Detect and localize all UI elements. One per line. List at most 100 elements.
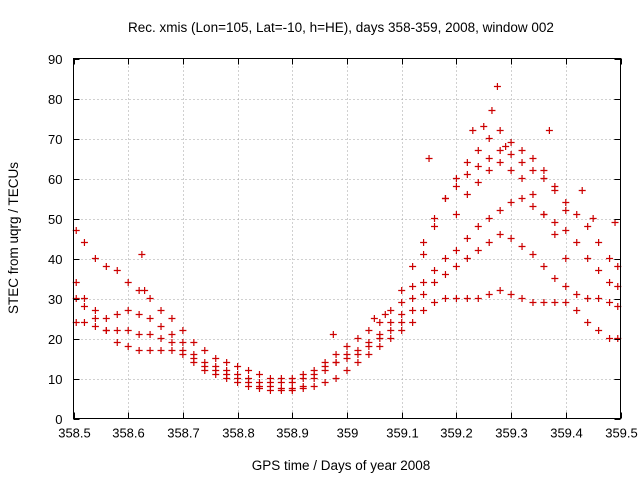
data-point [409, 319, 417, 326]
data-point [573, 239, 581, 246]
data-point [420, 307, 428, 314]
data-point [518, 295, 526, 302]
data-point [518, 159, 526, 166]
data-point [223, 359, 231, 366]
data-point [190, 351, 198, 358]
x-axis-label: GPS time / Days of year 2008 [252, 458, 431, 473]
data-point [518, 195, 526, 202]
data-point [354, 335, 362, 342]
data-point [562, 227, 570, 234]
data-point [488, 107, 496, 114]
data-point [343, 343, 351, 350]
data-point [409, 307, 417, 314]
data-point [540, 175, 548, 182]
data-point [452, 263, 460, 270]
data-point [485, 239, 493, 246]
y-axis-label: STEC from uqrg / TECUs [6, 162, 21, 314]
y-tick-label: 50 [48, 212, 62, 227]
data-point [266, 387, 274, 394]
data-point [463, 255, 471, 262]
data-point [441, 255, 449, 262]
data-point [146, 315, 154, 322]
data-point [102, 315, 110, 322]
data-points [72, 83, 622, 394]
data-point [573, 307, 581, 314]
data-point [124, 327, 132, 334]
data-point [376, 343, 384, 350]
data-point [381, 311, 389, 318]
data-point [529, 203, 537, 210]
data-point [398, 287, 406, 294]
y-tick-label: 70 [48, 132, 62, 147]
data-point [212, 363, 220, 370]
data-point [201, 347, 209, 354]
data-point [463, 159, 471, 166]
data-point [329, 331, 337, 338]
data-point [540, 211, 548, 218]
data-point [529, 167, 537, 174]
y-tick-label: 60 [48, 172, 62, 187]
data-point [245, 367, 253, 374]
data-point [365, 339, 373, 346]
data-point [606, 335, 614, 342]
data-point [474, 163, 482, 170]
data-point [496, 287, 504, 294]
data-point [223, 375, 231, 382]
data-point [480, 123, 488, 130]
data-point [463, 235, 471, 242]
data-point [452, 175, 460, 182]
data-point [113, 327, 121, 334]
data-point [595, 267, 603, 274]
data-point [135, 331, 143, 338]
data-point [299, 383, 307, 390]
data-point [474, 179, 482, 186]
data-point [190, 339, 198, 346]
data-point [431, 299, 439, 306]
data-point [168, 347, 176, 354]
chart-title: Rec. xmis (Lon=105, Lat=-10, h=HE), days… [128, 20, 554, 35]
data-point [387, 335, 395, 342]
data-point [332, 359, 340, 366]
data-point [168, 339, 176, 346]
data-point [606, 299, 614, 306]
data-point [234, 371, 242, 378]
data-point [425, 155, 433, 162]
x-tick-labels: 358.5 358.6 358.7 358.8 358.9 359 359.1 359.2 35… [58, 426, 638, 441]
data-point [146, 331, 154, 338]
data-point [398, 319, 406, 326]
data-point [507, 139, 515, 146]
x-tick-label: 358.5 [58, 426, 91, 441]
data-point [551, 219, 559, 226]
data-point [343, 367, 351, 374]
data-point [518, 175, 526, 182]
data-point [529, 155, 537, 162]
grid-lines [73, 58, 621, 419]
data-point [398, 311, 406, 318]
data-point [146, 295, 154, 302]
data-point [310, 383, 318, 390]
data-point [463, 171, 471, 178]
data-point [141, 287, 149, 294]
y-tick-label: 30 [48, 292, 62, 307]
x-tick-label: 359.5 [605, 426, 638, 441]
data-point [551, 299, 559, 306]
data-point [562, 283, 570, 290]
data-point [452, 295, 460, 302]
data-point [354, 359, 362, 366]
data-point [91, 315, 99, 322]
data-point [474, 247, 482, 254]
data-point [469, 127, 477, 134]
data-point [551, 231, 559, 238]
data-point [201, 359, 209, 366]
data-point [168, 331, 176, 338]
data-point [365, 351, 373, 358]
data-point [431, 223, 439, 230]
x-tick-label: 358.8 [222, 426, 255, 441]
data-point [584, 295, 592, 302]
data-point [529, 191, 537, 198]
x-tick-label: 359.2 [440, 426, 473, 441]
data-point [135, 347, 143, 354]
data-point [370, 315, 378, 322]
data-point [431, 267, 439, 274]
